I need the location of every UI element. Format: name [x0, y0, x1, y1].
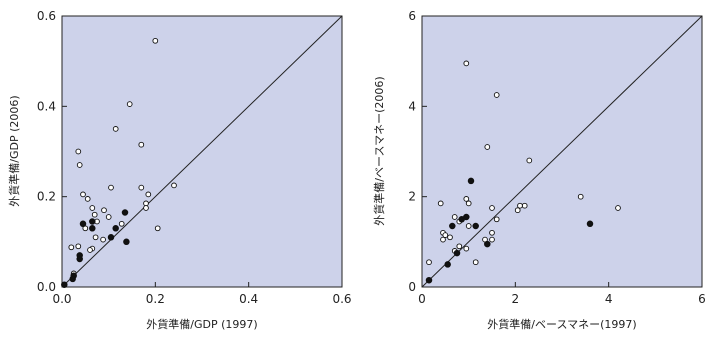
filled-point-right — [449, 222, 456, 230]
x-tick-label-right: 6 — [698, 292, 705, 306]
filled-point-right — [586, 220, 594, 228]
open-point-left — [138, 184, 145, 191]
y-tick-label-right: 4 — [408, 99, 416, 113]
open-point-left — [171, 182, 177, 189]
open-point-left — [138, 141, 145, 148]
filled-point-left — [107, 234, 115, 241]
points-right — [425, 60, 621, 284]
x-axis-label-right: 外貨準備/ベースマネー(1997) — [487, 317, 636, 331]
open-point-right — [463, 196, 470, 202]
filled-point-left — [61, 281, 68, 288]
open-point-right — [493, 216, 500, 223]
y-axis-label-left: 外貨準備/GDP (2006) — [7, 95, 21, 206]
filled-point-left — [123, 238, 130, 246]
x-tick-label-left: 0.4 — [239, 292, 258, 306]
filled-point-left — [69, 275, 76, 283]
filled-point-left — [79, 220, 87, 228]
filled-point-left — [121, 209, 129, 216]
open-point-right — [526, 157, 533, 164]
open-point-left — [152, 37, 159, 44]
open-point-left — [75, 148, 82, 155]
open-point-left — [108, 184, 114, 191]
open-point-right — [489, 229, 495, 236]
y-tick-label-right: 0 — [408, 280, 416, 294]
open-point-left — [92, 234, 99, 241]
y-tick-label-left: 0.6 — [37, 9, 56, 23]
x-axis-label-left: 外貨準備/GDP (1997) — [146, 317, 257, 331]
filled-point-left — [89, 218, 96, 225]
open-point-right — [437, 200, 444, 207]
filled-point-right — [467, 177, 475, 185]
filled-point-left — [89, 225, 96, 232]
y-tick-label-right: 2 — [408, 190, 416, 204]
open-point-right — [514, 207, 521, 214]
chart-right: 0 2 4 6 0 2 4 6 外貨準備/ベースマネー(1997) 外貨準備/ベースマネー(2… — [372, 9, 705, 331]
open-point-right — [465, 223, 472, 229]
open-point-right — [615, 205, 621, 211]
open-point-left — [143, 205, 149, 211]
open-point-right — [442, 232, 449, 238]
open-point-left — [89, 205, 96, 211]
reference-line-left — [61, 15, 343, 288]
open-point-right — [463, 245, 470, 252]
filled-point-right — [425, 276, 433, 284]
open-point-right — [426, 259, 432, 266]
open-point-right — [463, 60, 470, 67]
filled-point-right — [472, 222, 479, 230]
filled-point-right — [458, 216, 465, 223]
open-point-left — [145, 191, 152, 198]
filled-point-right — [453, 249, 461, 257]
open-point-left — [101, 207, 107, 214]
open-point-right — [517, 202, 523, 209]
open-point-left — [68, 244, 75, 251]
ticks-right: 0 2 4 6 0 2 4 6 — [408, 9, 705, 306]
y-axis-label-right: 外貨準備/ベースマネー(2006) — [372, 76, 386, 225]
x-tick-label-left: 0.6 — [332, 292, 351, 306]
open-point-left — [84, 196, 91, 202]
filled-point-right — [484, 240, 491, 248]
open-point-right — [489, 205, 495, 211]
chart-left: 0.0 0.2 0.4 0.6 0.0 0.2 0.4 0.6 外貨準備/GDP (1997)… — [7, 9, 352, 331]
open-point-right — [465, 200, 472, 207]
open-point-left — [143, 200, 149, 207]
filled-point-right — [444, 261, 451, 268]
open-point-right — [521, 202, 528, 209]
open-point-right — [440, 236, 446, 243]
open-point-left — [126, 101, 133, 107]
open-point-right — [489, 236, 495, 243]
x-tick-label-left: 0.0 — [52, 292, 71, 306]
filled-point-left — [76, 255, 83, 263]
y-tick-label-left: 0.0 — [37, 280, 56, 294]
open-point-left — [75, 243, 82, 250]
x-tick-label-right: 4 — [605, 292, 613, 306]
filled-point-left — [112, 225, 119, 232]
open-point-left — [91, 211, 98, 218]
open-point-left — [100, 236, 106, 243]
y-tick-label-right: 6 — [408, 9, 416, 23]
ticks-left: 0.0 0.2 0.4 0.6 0.0 0.2 0.4 0.6 — [37, 9, 352, 306]
open-point-left — [87, 247, 93, 253]
open-point-right — [451, 214, 458, 220]
open-point-left — [118, 220, 125, 227]
open-point-right — [456, 243, 463, 250]
x-tick-label-right: 2 — [512, 292, 520, 306]
y-tick-label-left: 0.2 — [37, 190, 56, 204]
open-point-right — [472, 259, 479, 266]
x-tick-label-right: 0 — [418, 292, 426, 306]
reference-line-right — [421, 15, 703, 288]
y-tick-label-left: 0.4 — [37, 99, 56, 113]
points-left — [61, 37, 177, 288]
open-point-left — [105, 214, 112, 220]
open-point-right — [493, 92, 500, 98]
open-point-left — [76, 162, 83, 168]
open-point-right — [484, 144, 491, 150]
open-point-left — [80, 191, 86, 198]
open-point-right — [577, 193, 584, 200]
open-point-left — [112, 126, 119, 132]
open-point-left — [154, 225, 161, 232]
open-point-right — [447, 234, 453, 241]
x-tick-label-left: 0.2 — [146, 292, 165, 306]
